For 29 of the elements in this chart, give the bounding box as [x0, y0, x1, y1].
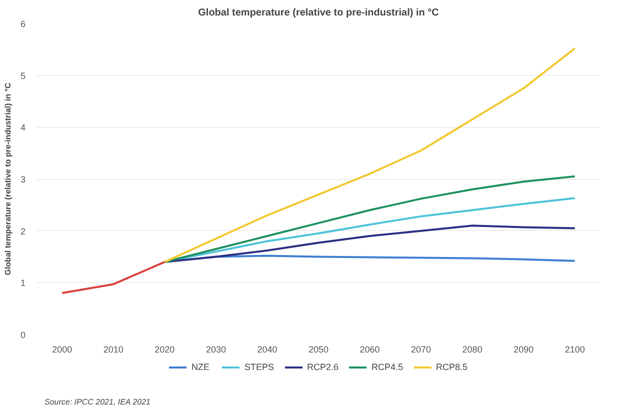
x-tick-label: 2100: [564, 344, 585, 354]
x-tick-label: 2080: [462, 344, 482, 354]
source-note: Source: IPCC 2021, IEA 2021: [44, 398, 150, 406]
x-tick-label: 2050: [308, 344, 329, 354]
line-series: [164, 224, 576, 263]
y-tick-label: 3: [20, 174, 26, 184]
x-tick-label: 2010: [103, 344, 124, 354]
y-tick-label: 5: [20, 70, 26, 81]
y-tick-label: 2: [20, 226, 26, 236]
y-tick-label: 4: [20, 122, 26, 133]
y-tick-label: 6: [20, 19, 26, 29]
x-tick-label: 2000: [52, 344, 72, 354]
legend-label: RCP8.5: [436, 362, 468, 372]
x-tick-label: 2090: [514, 344, 534, 354]
x-tick-label: 2040: [257, 344, 278, 354]
y-tick-label: 1: [20, 278, 26, 288]
line-series: [164, 47, 576, 263]
line-series: [164, 175, 576, 263]
legend-label: NZE: [191, 362, 210, 372]
chart-title: Global temperature (relative to pre-industrial) in °C: [198, 8, 439, 18]
legend-label: STEPS: [244, 362, 274, 372]
x-tick-label: 2020: [154, 344, 175, 354]
x-tick-label: 2070: [411, 344, 432, 354]
legend-label: RCP2.6: [306, 362, 338, 372]
y-axis-title: Global temperature (relative to pre-industrial) in °C: [3, 82, 12, 276]
x-tick-label: 2060: [360, 344, 380, 354]
x-tick-label: 2030: [206, 344, 226, 354]
y-tick-label: 0: [20, 330, 26, 340]
legend-label: RCP4.5: [372, 362, 404, 372]
